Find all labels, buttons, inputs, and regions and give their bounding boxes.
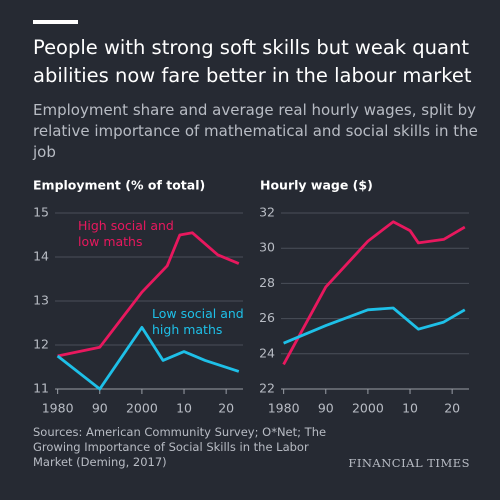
- y-tick-label: 22: [259, 381, 275, 396]
- accent-bar: [33, 20, 78, 24]
- series-label: Low social and high maths: [152, 306, 244, 337]
- y-tick-label: 12: [33, 337, 49, 352]
- brand: FINANCIAL TIMES: [348, 456, 470, 470]
- y-tick-label: 11: [33, 381, 49, 396]
- line: [56, 326, 240, 391]
- y-tick-label: 13: [33, 293, 49, 308]
- x-tick-label: 90: [318, 401, 334, 416]
- source: Sources: American Community Survey; O*Ne…: [33, 425, 327, 469]
- y-tick-label: 30: [259, 240, 275, 255]
- x-tick-label: 2000: [352, 401, 384, 416]
- y-tick-label: 26: [259, 310, 275, 325]
- line: [57, 231, 240, 358]
- series-label: High social and low maths: [78, 218, 174, 249]
- subtitle: Employment share and average real hourly…: [33, 101, 478, 161]
- x-tick-label: 90: [92, 401, 108, 416]
- x-tick-label: 10: [176, 401, 192, 416]
- y-tick-label: 14: [33, 249, 49, 264]
- y-tick-label: 15: [33, 205, 49, 220]
- x-tick-label: 1980: [42, 401, 74, 416]
- y-tick-label: 28: [259, 275, 275, 290]
- line: [282, 220, 466, 366]
- panel-title: Hourly wage ($): [260, 178, 373, 193]
- x-tick-label: 1980: [268, 401, 300, 416]
- line: [283, 306, 466, 345]
- x-tick-label: 20: [218, 401, 234, 416]
- title: People with strong soft skills but weak …: [33, 36, 472, 87]
- panel-title: Employment (% of total): [33, 178, 205, 193]
- x-tick-label: 2000: [126, 401, 158, 416]
- x-tick-label: 10: [402, 401, 418, 416]
- y-tick-label: 24: [259, 345, 275, 360]
- y-tick-label: 32: [259, 205, 275, 220]
- x-tick-label: 20: [444, 401, 460, 416]
